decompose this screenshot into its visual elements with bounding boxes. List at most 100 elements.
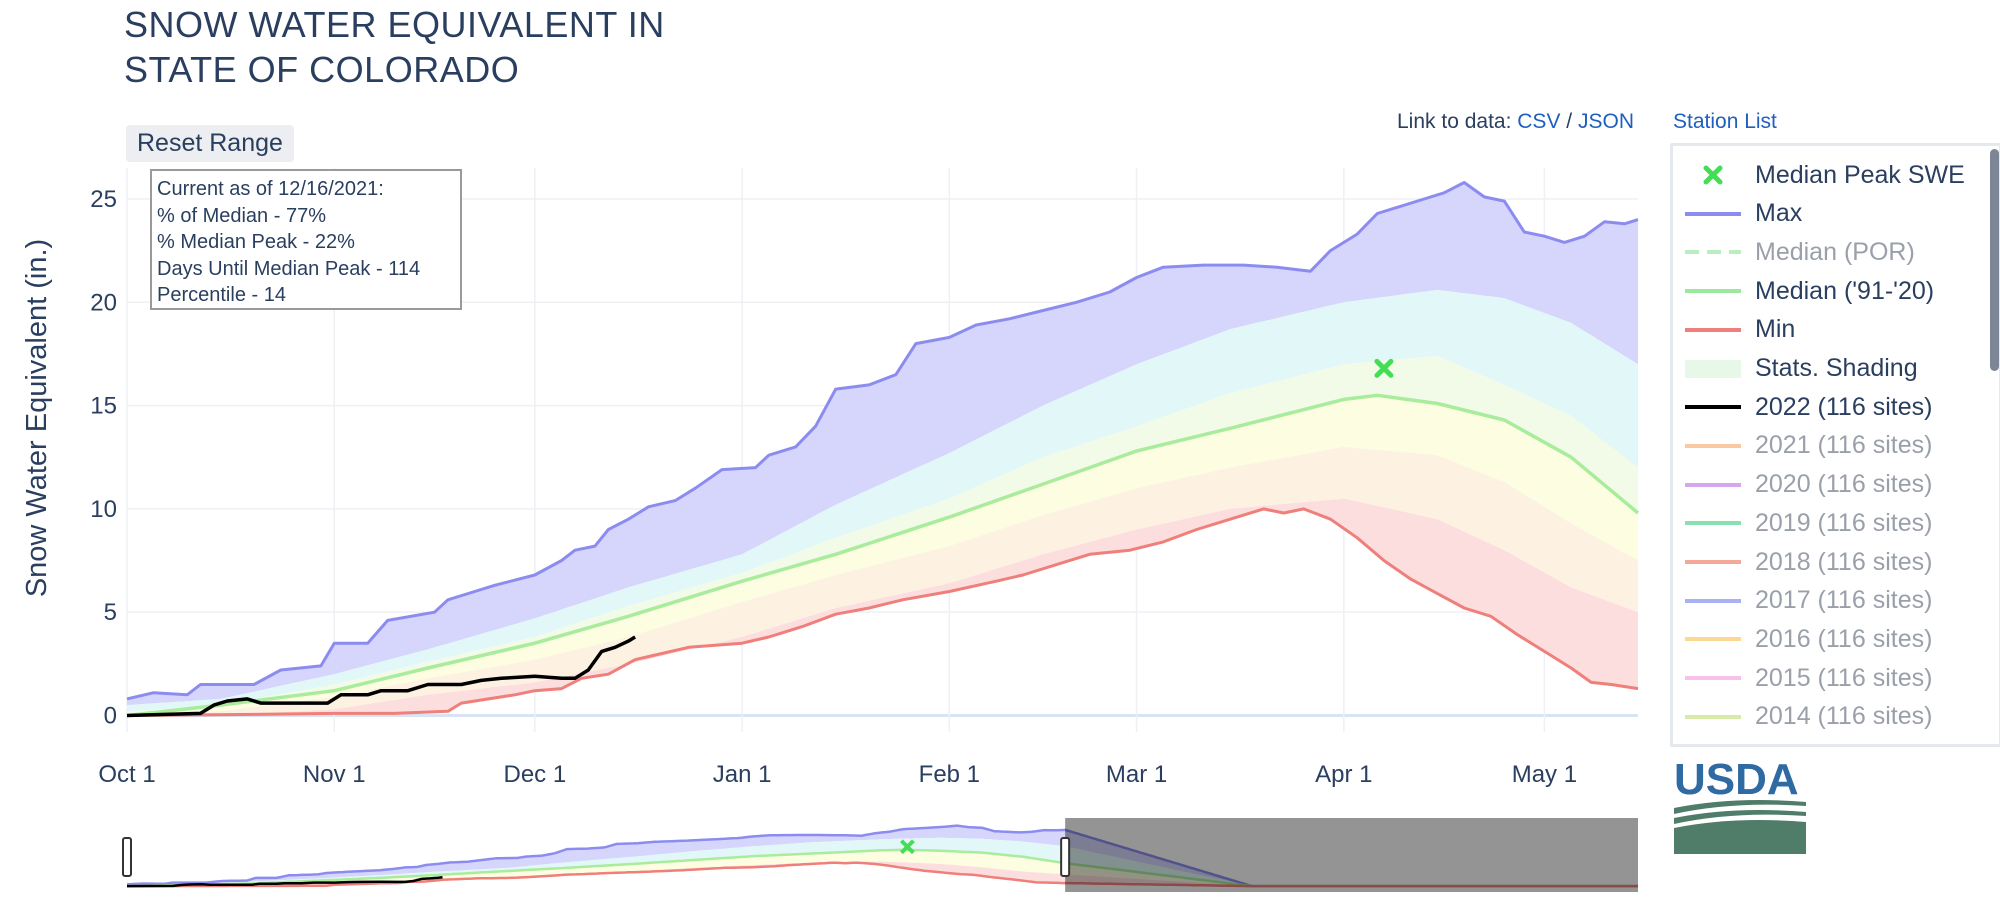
legend-swatch <box>1685 598 1741 603</box>
days-until-peak-text: Days Until Median Peak - 114 <box>157 258 420 280</box>
legend-label: Stats. Shading <box>1755 354 1918 382</box>
legend-swatch <box>1685 714 1741 719</box>
x-axis-ticks: Oct 1 Nov 1 Dec 1 Jan 1 Feb 1 Mar 1 Apr 1 May 1 <box>98 761 1577 788</box>
legend-item[interactable]: 2018 (116 sites) <box>1673 544 1932 580</box>
percentile-text: Percentile - 14 <box>157 284 286 306</box>
legend-scrollbar[interactable] <box>1990 149 1999 371</box>
legend-label: 2016 (116 sites) <box>1755 624 1933 653</box>
y-tick-label: 25 <box>90 186 117 213</box>
legend-label: 2017 (116 sites) <box>1755 586 1933 615</box>
current-as-of-text: Current as of 12/16/2021: <box>157 178 384 200</box>
legend-label: 2014 (116 sites) <box>1755 702 1933 731</box>
legend-item[interactable]: 2017 (116 sites) <box>1673 583 1932 619</box>
legend-swatch <box>1703 165 1723 185</box>
x-tick-label: Nov 1 <box>303 761 366 788</box>
legend-swatch <box>1685 443 1741 448</box>
slider-left-handle[interactable] <box>122 837 132 877</box>
legend-item[interactable]: Stats. Shading <box>1673 351 1918 387</box>
legend-swatch <box>1685 405 1741 410</box>
slider-min-line <box>127 861 1638 888</box>
y-axis-label: Snow Water Equivalent (in.) <box>21 239 53 597</box>
legend-swatch <box>1685 250 1741 255</box>
band-p70-median <box>127 356 1638 716</box>
max-line <box>126 181 1639 701</box>
legend-label: 2015 (116 sites) <box>1755 663 1933 692</box>
legend-item[interactable]: 2021 (116 sites) <box>1673 428 1932 464</box>
data-links-label: Link to data: <box>1397 110 1512 133</box>
legend-swatch <box>1685 359 1741 378</box>
data-links: Link to data: CSV / JSON <box>1397 110 1634 134</box>
x-tick-label: Dec 1 <box>503 761 566 788</box>
legend-swatch <box>1685 637 1741 642</box>
slider-unselected-mask <box>1065 818 1638 892</box>
legend-item[interactable]: 2022 (116 sites) <box>1673 389 1932 425</box>
legend-label: Median (POR) <box>1755 237 1915 266</box>
legend-swatch <box>1685 676 1741 681</box>
legend-item[interactable]: Median (POR) <box>1673 234 1915 270</box>
legend-item[interactable]: Min <box>1673 312 1795 348</box>
legend-swatch <box>1685 521 1741 526</box>
legend-item[interactable]: Median ('91-'20) <box>1673 273 1934 309</box>
legend-item[interactable]: 2015 (116 sites) <box>1673 660 1932 696</box>
legend-swatch <box>1685 327 1741 332</box>
legend-item[interactable]: 2019 (116 sites) <box>1673 505 1932 541</box>
y-tick-label: 20 <box>90 289 117 316</box>
band-max-p90 <box>127 182 1638 706</box>
percentile-bands <box>127 182 1638 716</box>
slider-right-handle[interactable] <box>1060 837 1071 877</box>
x-tick-label: Oct 1 <box>98 761 155 788</box>
legend-swatch <box>1685 289 1741 294</box>
band-p90-p70 <box>127 289 1638 712</box>
slider-band-max <box>127 825 1638 887</box>
legend-item[interactable]: 2014 (116 sites) <box>1673 699 1932 735</box>
legend-swatch <box>1685 560 1741 564</box>
y-tick-label: 0 <box>104 702 117 729</box>
x-tick-label: Apr 1 <box>1315 761 1372 788</box>
y-tick-label: 10 <box>90 496 117 523</box>
reset-range-button[interactable]: Reset Range <box>126 125 294 162</box>
legend-label: 2019 (116 sites) <box>1755 508 1933 537</box>
legend-item[interactable]: Max <box>1673 196 1802 232</box>
range-slider[interactable] <box>122 818 1638 892</box>
markers <box>1374 358 1394 378</box>
median-line <box>126 393 1640 718</box>
chart-title-line-1: SNOW WATER EQUIVALENT IN <box>124 4 665 45</box>
y-tick-label: 5 <box>104 599 117 626</box>
x-tick-label: Feb 1 <box>919 761 980 788</box>
chart-title: SNOW WATER EQUIVALENT IN STATE OF COLORA… <box>124 2 665 92</box>
legend-item[interactable]: 2016 (116 sites) <box>1673 621 1932 657</box>
station-list-link[interactable]: Station List <box>1673 110 1777 133</box>
usda-logo: USDA <box>1674 758 1806 854</box>
percent-median-peak-text: % Median Peak - 22% <box>157 231 355 253</box>
swe-chart[interactable]: 0 5 10 15 20 25 Oct 1 Nov 1 Dec 1 Jan 1 Feb 1 Mar … <box>0 0 1660 902</box>
band-median-p30 <box>127 395 1638 716</box>
csv-link[interactable]: CSV <box>1517 110 1561 133</box>
legend-label: 2021 (116 sites) <box>1755 431 1933 460</box>
chart-title-line-2: STATE OF COLORADO <box>124 49 520 90</box>
x-tick-label: May 1 <box>1512 761 1577 788</box>
legend-label: 2020 (116 sites) <box>1755 470 1933 499</box>
json-link[interactable]: JSON <box>1577 110 1634 133</box>
legend[interactable]: Median Peak SWE Max Median (POR) Median ('9… <box>1670 143 2000 747</box>
legend-label: Min <box>1755 315 1796 344</box>
link-separator: / <box>1566 110 1573 133</box>
legend-label: Median Peak SWE <box>1755 160 1965 189</box>
legend-item[interactable]: Median Peak SWE <box>1673 157 1965 193</box>
legend-swatch <box>1685 482 1741 487</box>
legend-label: Max <box>1755 199 1803 228</box>
legend-swatch <box>1685 211 1741 216</box>
legend-label: Median ('91-'20) <box>1755 276 1935 305</box>
y-axis-ticks: 0 5 10 15 20 25 <box>90 186 117 729</box>
slider-peak-marker <box>899 839 915 855</box>
percent-of-median-text: % of Median - 77% <box>157 205 326 227</box>
series-lines <box>126 181 1640 718</box>
median-peak-marker <box>1374 358 1394 378</box>
legend-label: 2022 (116 sites) <box>1755 392 1933 421</box>
x-tick-label: Jan 1 <box>713 761 772 788</box>
legend-item[interactable]: 2020 (116 sites) <box>1673 467 1932 503</box>
slider-current-line <box>126 875 443 888</box>
usda-logo-text: USDA <box>1674 758 1799 804</box>
min-line <box>126 507 1639 717</box>
x-tick-label: Mar 1 <box>1106 761 1167 788</box>
band-p30-p10 <box>127 446 1638 716</box>
